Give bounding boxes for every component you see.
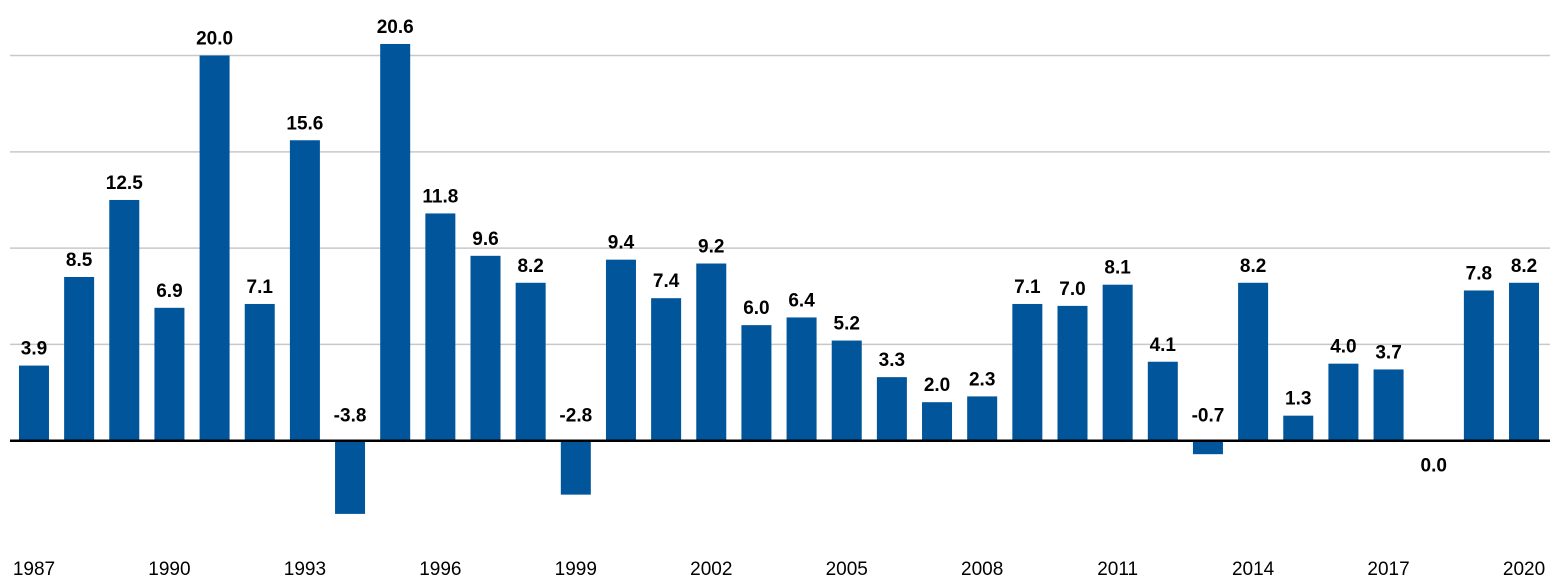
bar — [696, 263, 727, 441]
value-label: 2.3 — [969, 369, 995, 390]
x-tick-label: 1993 — [284, 559, 326, 580]
x-tick-label: 2014 — [1232, 559, 1275, 580]
value-label: 4.1 — [1150, 335, 1177, 356]
value-label: 1.3 — [1285, 389, 1311, 410]
value-label: 4.0 — [1330, 337, 1356, 358]
value-label: 3.7 — [1375, 342, 1401, 363]
value-label: 7.1 — [1014, 277, 1041, 298]
bar — [831, 340, 862, 441]
bar — [470, 255, 501, 441]
bar — [605, 259, 636, 441]
value-label: 3.3 — [879, 350, 905, 371]
bar — [1147, 361, 1178, 441]
bar — [1057, 305, 1088, 441]
bar — [1373, 369, 1404, 441]
bar — [244, 303, 275, 441]
value-label: 0.0 — [1421, 456, 1447, 477]
value-label: 11.8 — [422, 186, 458, 207]
value-label: 2.0 — [924, 375, 950, 396]
value-label: 15.6 — [286, 113, 323, 134]
value-label: 8.2 — [1240, 256, 1266, 277]
bar — [109, 199, 140, 441]
bar — [1328, 363, 1359, 441]
x-tick-label: 1990 — [148, 559, 190, 580]
x-tick-label: 2008 — [961, 559, 1003, 580]
bar — [560, 440, 591, 495]
bar — [425, 213, 456, 441]
x-tick-label: 1987 — [13, 559, 55, 580]
value-label: -2.8 — [559, 406, 592, 427]
bar — [1012, 303, 1043, 441]
bar — [335, 440, 366, 514]
value-label: 12.5 — [106, 173, 143, 194]
bar — [1192, 440, 1223, 455]
value-label: 9.2 — [698, 237, 724, 258]
value-label: 6.4 — [788, 290, 815, 311]
value-label: 3.9 — [21, 339, 47, 360]
bar — [786, 317, 817, 441]
bar — [967, 396, 998, 441]
x-tick-label: 1999 — [555, 559, 597, 580]
bar — [1283, 415, 1314, 441]
value-label: 7.4 — [653, 271, 680, 292]
bar — [1463, 290, 1494, 441]
bar — [1509, 282, 1540, 441]
bar — [154, 307, 185, 441]
bar — [651, 298, 682, 441]
x-tick-label: 2011 — [1097, 559, 1138, 580]
bar — [289, 140, 320, 441]
bar — [922, 402, 953, 441]
value-label: 20.6 — [377, 17, 414, 38]
value-label: 8.5 — [66, 250, 93, 271]
bar — [199, 55, 230, 441]
value-label: -3.8 — [334, 406, 367, 427]
x-tick-label: 2005 — [826, 559, 868, 580]
value-label: 7.0 — [1059, 279, 1085, 300]
x-tick-label: 2020 — [1503, 559, 1545, 580]
bar — [380, 43, 411, 441]
bar — [18, 365, 49, 441]
value-label: 9.6 — [472, 229, 498, 250]
value-label: -0.7 — [1192, 406, 1225, 427]
value-label: 6.9 — [156, 281, 182, 302]
x-tick-label: 2002 — [690, 559, 732, 580]
value-label: 8.1 — [1104, 258, 1131, 279]
bar — [741, 325, 772, 441]
value-label: 7.1 — [247, 277, 274, 298]
bar — [515, 282, 546, 441]
bar — [1102, 284, 1133, 441]
value-label: 5.2 — [834, 314, 860, 335]
x-tick-label: 2017 — [1367, 559, 1409, 580]
x-tick-label: 1996 — [419, 559, 461, 580]
value-label: 9.4 — [608, 233, 635, 254]
bar — [1238, 282, 1269, 441]
bar — [64, 277, 95, 441]
value-label: 8.2 — [517, 256, 543, 277]
value-label: 6.0 — [743, 298, 769, 319]
bar — [876, 377, 907, 441]
value-label: 20.0 — [196, 29, 233, 50]
value-label: 8.2 — [1511, 256, 1537, 277]
value-label: 7.8 — [1466, 263, 1492, 284]
